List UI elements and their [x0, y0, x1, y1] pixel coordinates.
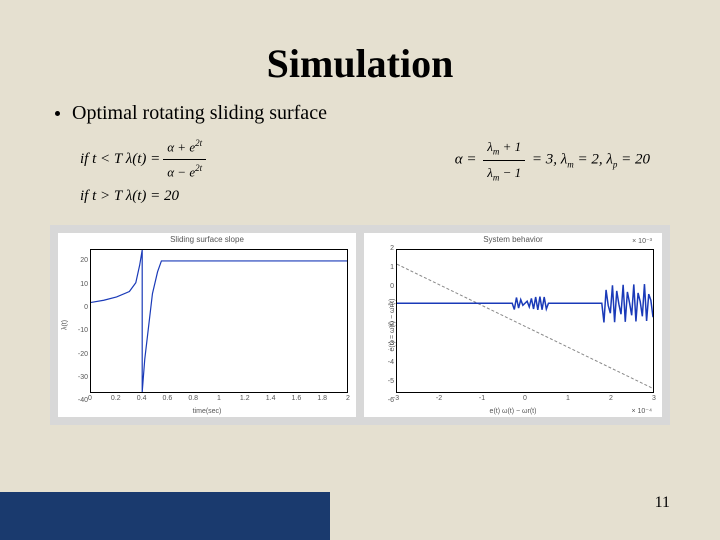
chart2-title: System behavior	[364, 235, 662, 244]
chart1-ytick: -20	[64, 351, 88, 358]
chart1-xtick: 0.6	[163, 395, 173, 402]
bullet-text: Optimal rotating sliding surface	[72, 102, 327, 125]
chart2-ytick: 2	[370, 245, 394, 252]
chart-right: System behavior ė(t) = ω̇(t) − ω̇r(t) e(…	[364, 233, 662, 417]
chart2-ytick: -1	[370, 302, 394, 309]
slide: Simulation Optimal rotating sliding surf…	[0, 0, 720, 540]
bullet-item: Optimal rotating sliding surface	[55, 102, 680, 125]
chart1-ytick: -30	[64, 374, 88, 381]
chart1-ytick: 0	[64, 304, 88, 311]
chart1-xtick: 0.4	[137, 395, 147, 402]
chart2-ytick: 0	[370, 283, 394, 290]
equation-left: if t < T λ(t) = α + e2t α − e2t if t > T…	[80, 135, 209, 210]
chart1-ytick: -40	[64, 397, 88, 404]
chart2-xtick: 0	[523, 395, 527, 402]
eq-left-prefix: if t < T λ(t) =	[80, 146, 160, 173]
chart2-ytick: -4	[370, 359, 394, 366]
chart2-ytick: -6	[370, 397, 394, 404]
chart2-ytick: 1	[370, 264, 394, 271]
chart2-ytick: -2	[370, 321, 394, 328]
chart2-ytick: -5	[370, 378, 394, 385]
slide-title: Simulation	[40, 40, 680, 87]
chart1-xtick: 1.2	[240, 395, 250, 402]
chart1-xtick: 1.4	[266, 395, 276, 402]
chart1-plot	[90, 249, 348, 393]
chart2-xtick: -3	[393, 395, 399, 402]
equation-right: α = λm + 1 λm − 1 = 3, λm = 2, λp = 20	[455, 135, 650, 210]
chart2-xtick: -2	[436, 395, 442, 402]
chart1-xlabel: time(sec)	[58, 408, 356, 415]
chart1-title: Sliding surface slope	[58, 235, 356, 244]
chart2-xlabel: e(t) ω(t) − ωr(t)	[364, 408, 662, 415]
eq-left-line2: if t > T λ(t) = 20	[80, 183, 209, 210]
chart2-plot	[396, 249, 654, 393]
eq-right-fraction: λm + 1 λm − 1	[483, 135, 525, 186]
chart2-bottom-exp: × 10⁻⁴	[631, 407, 652, 415]
chart1-xtick: 1	[217, 395, 221, 402]
equations-row: if t < T λ(t) = α + e2t α − e2t if t > T…	[80, 135, 650, 210]
chart1-xtick: 1.6	[292, 395, 302, 402]
chart1-xtick: 1.8	[317, 395, 327, 402]
footer-bar	[0, 492, 330, 540]
chart1-xtick: 0.8	[188, 395, 198, 402]
chart1-xtick: 0.2	[111, 395, 121, 402]
chart1-ytick: -10	[64, 327, 88, 334]
chart1-xtick: 0	[88, 395, 92, 402]
chart1-xtick: 2	[346, 395, 350, 402]
chart2-xtick: 1	[566, 395, 570, 402]
chart2-xtick: 2	[609, 395, 613, 402]
chart2-xtick: -1	[479, 395, 485, 402]
chart2-xtick: 3	[652, 395, 656, 402]
chart1-ytick: 20	[64, 257, 88, 264]
chart1-ytick: 10	[64, 281, 88, 288]
chart2-ytick: -3	[370, 340, 394, 347]
chart-left: Sliding surface slope λ(t) time(sec) -40…	[58, 233, 356, 417]
eq-left-fraction: α + e2t α − e2t	[163, 135, 206, 183]
page-number: 11	[655, 494, 670, 512]
chart2-top-exp: × 10⁻³	[632, 237, 652, 245]
bullet-dot-icon	[55, 111, 60, 116]
charts-container: Sliding surface slope λ(t) time(sec) -40…	[50, 225, 670, 425]
